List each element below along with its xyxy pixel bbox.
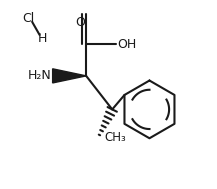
Text: CH₃: CH₃	[105, 131, 127, 144]
Polygon shape	[53, 69, 86, 83]
Text: Cl: Cl	[22, 12, 34, 25]
Text: H: H	[38, 32, 47, 45]
Text: OH: OH	[117, 38, 136, 51]
Text: H₂N: H₂N	[28, 69, 52, 82]
Text: O: O	[76, 16, 85, 29]
